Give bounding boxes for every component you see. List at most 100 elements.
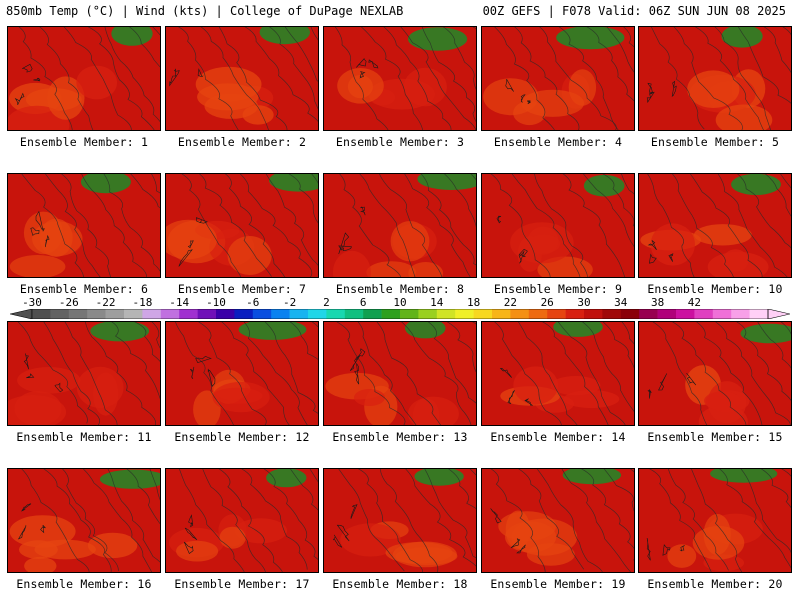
ensemble-member-label: Ensemble Member: 12	[174, 430, 310, 444]
height-contour-line	[269, 27, 318, 110]
height-contour-line	[446, 322, 476, 373]
colorbar-swatch	[639, 309, 658, 319]
ensemble-member-label: Ensemble Member: 3	[335, 135, 465, 149]
terrain-contour	[359, 71, 366, 79]
terrain-contour	[496, 215, 502, 224]
ensemble-member-map	[638, 173, 792, 278]
warm-anomaly-blob	[498, 511, 557, 541]
height-contour-line	[672, 322, 747, 425]
colorbar-tick-label: 10	[393, 296, 407, 309]
cool-anomaly-blob	[710, 469, 778, 483]
height-contour-line	[494, 27, 555, 130]
warm-anomaly-blob	[650, 223, 695, 266]
ensemble-member-label: Ensemble Member: 2	[177, 135, 307, 149]
colorbar-swatch	[271, 309, 290, 319]
height-contour-line	[151, 174, 160, 194]
height-contour-line	[107, 469, 160, 563]
height-contour-line	[62, 469, 119, 572]
height-contour-line	[17, 322, 88, 424]
terrain-contour	[649, 253, 657, 264]
terrain-contour	[23, 353, 29, 370]
terrain-contour	[662, 544, 671, 556]
warm-anomaly-blob	[219, 526, 246, 549]
height-contour-line	[290, 469, 318, 511]
colorbar-tick-label: -2	[282, 296, 297, 309]
temperature-band	[324, 27, 476, 130]
height-contour-line	[85, 322, 156, 425]
warm-anomaly-blob	[694, 224, 752, 246]
ensemble-member-label: Ensemble Member: 14	[490, 430, 626, 444]
colorbar-tick-label: 2	[323, 296, 330, 309]
colorbar-swatch	[289, 309, 309, 319]
warm-anomaly-blob	[242, 105, 274, 125]
terrain-contour	[188, 514, 194, 528]
terrain-contour	[668, 253, 674, 262]
terrain-contour	[671, 80, 677, 97]
ensemble-member-label: Ensemble Member: 15	[647, 430, 783, 444]
height-contour-line	[514, 27, 580, 130]
ensemble-member-label: Ensemble Member: 17	[174, 577, 310, 591]
colorbar-left-arrow	[10, 309, 33, 319]
cool-anomaly-blob	[721, 27, 763, 48]
height-contour-line	[18, 27, 73, 130]
height-contour-line	[557, 322, 626, 425]
terrain-contour	[45, 234, 50, 248]
colorbar-tick-label: -10	[206, 296, 226, 309]
height-contour-line	[583, 174, 634, 248]
temperature-colorbar	[10, 309, 790, 319]
terrain-contour	[30, 227, 40, 236]
height-contour-line	[401, 322, 472, 425]
ensemble-member-map	[638, 321, 792, 426]
terrain-contour	[338, 245, 352, 252]
ensemble-member-label: Ensemble Member: 10	[647, 282, 783, 296]
warm-anomaly-blob	[337, 68, 384, 104]
warm-anomaly-blob	[212, 387, 263, 404]
warm-anomaly-blob	[385, 542, 453, 564]
ensemble-member-map	[638, 26, 792, 131]
colorbar-tick-label: -14	[169, 296, 190, 309]
terrain-contour	[510, 538, 521, 549]
terrain-contour	[507, 390, 515, 404]
model-run-valid-time: 00Z GEFS | F078 Valid: 06Z SUN JUN 08 20…	[482, 4, 786, 18]
height-contour-line	[562, 174, 626, 277]
height-contour-line	[200, 27, 269, 130]
terrain-contour	[354, 363, 360, 385]
colorbar-swatch	[731, 309, 750, 319]
warm-anomaly-blob	[195, 66, 262, 102]
ensemble-member-map	[638, 468, 792, 573]
height-contour-line	[420, 174, 476, 266]
colorbar-swatch	[68, 309, 88, 319]
ensemble-member-map	[165, 173, 319, 278]
ensemble-member-map	[323, 173, 477, 278]
height-contour-line	[243, 322, 308, 425]
height-contour-line	[339, 174, 402, 277]
height-contour-line	[263, 469, 318, 560]
terrain-contour	[184, 527, 198, 541]
height-contour-line	[763, 27, 791, 73]
ensemble-member-label: Ensemble Member: 6	[19, 282, 149, 296]
cool-anomaly-blob	[259, 27, 310, 45]
warm-anomaly-blob	[9, 255, 66, 277]
colorbar-tick-label: -30	[22, 296, 42, 309]
height-contour-line	[603, 469, 634, 512]
colorbar-swatch	[510, 309, 530, 319]
terrain-contour	[35, 210, 45, 232]
height-contour-line	[151, 322, 160, 349]
height-contour-line	[376, 322, 442, 425]
colorbar-swatch	[234, 309, 254, 319]
height-contour-line	[444, 174, 476, 228]
colorbar-tick-label: 26	[540, 296, 554, 309]
terrain-contour	[686, 373, 697, 386]
height-contour-line	[383, 27, 452, 130]
terrain-contour	[207, 368, 216, 387]
terrain-contour	[520, 94, 526, 103]
cool-anomaly-blob	[99, 469, 160, 489]
colorbar-swatch	[749, 309, 769, 319]
ensemble-member-map	[481, 173, 635, 278]
terrain-contour	[332, 534, 343, 548]
ensemble-member-label: Ensemble Member: 4	[493, 135, 623, 149]
colorbar-tick-label: -6	[246, 296, 260, 309]
height-contour-line	[717, 174, 788, 277]
ensemble-member-map	[323, 321, 477, 426]
height-contour-line	[671, 174, 734, 277]
